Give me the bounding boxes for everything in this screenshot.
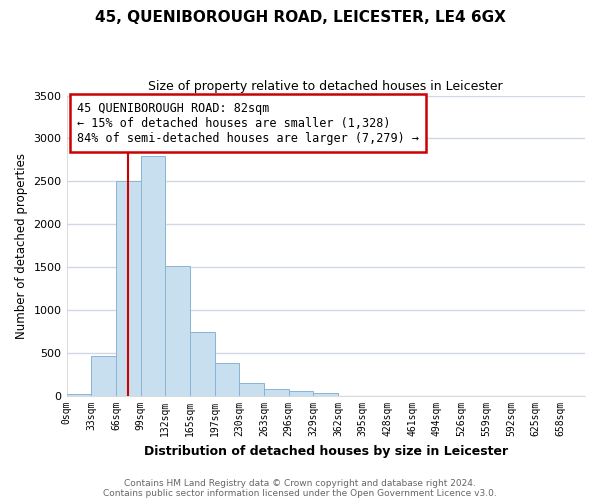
Y-axis label: Number of detached properties: Number of detached properties	[15, 153, 28, 339]
Bar	[190, 332, 215, 396]
Bar	[215, 362, 239, 396]
Bar	[165, 266, 190, 396]
Bar	[140, 156, 165, 396]
X-axis label: Distribution of detached houses by size in Leicester: Distribution of detached houses by size …	[144, 444, 508, 458]
Bar	[91, 356, 116, 396]
Bar	[313, 394, 338, 396]
Title: Size of property relative to detached houses in Leicester: Size of property relative to detached ho…	[148, 80, 503, 93]
Text: 45 QUENIBOROUGH ROAD: 82sqm
← 15% of detached houses are smaller (1,328)
84% of : 45 QUENIBOROUGH ROAD: 82sqm ← 15% of det…	[77, 102, 419, 144]
Bar	[264, 389, 289, 396]
Text: Contains HM Land Registry data © Crown copyright and database right 2024.: Contains HM Land Registry data © Crown c…	[124, 478, 476, 488]
Bar	[67, 394, 91, 396]
Bar	[116, 182, 140, 396]
Text: Contains public sector information licensed under the Open Government Licence v3: Contains public sector information licen…	[103, 488, 497, 498]
Text: 45, QUENIBOROUGH ROAD, LEICESTER, LE4 6GX: 45, QUENIBOROUGH ROAD, LEICESTER, LE4 6G…	[95, 10, 505, 25]
Bar	[239, 382, 264, 396]
Bar	[289, 392, 313, 396]
